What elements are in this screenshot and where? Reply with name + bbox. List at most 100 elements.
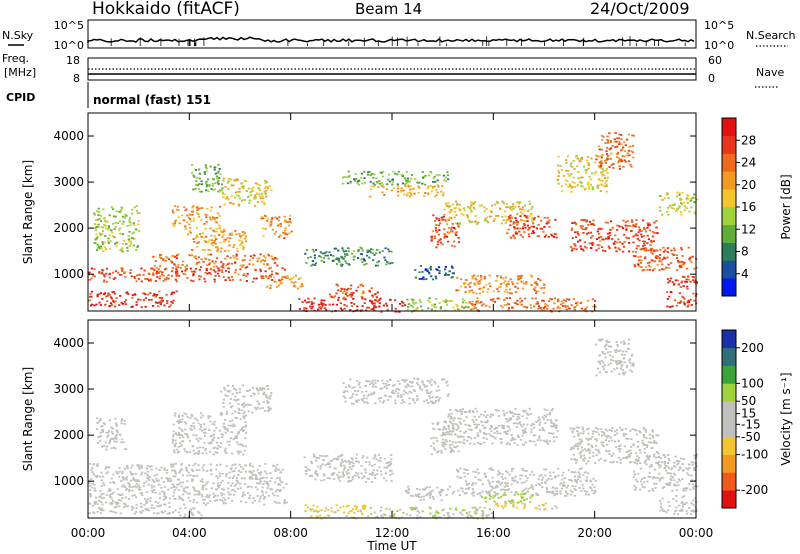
range-gate-cell bbox=[269, 488, 272, 490]
range-gate-cell bbox=[516, 434, 520, 437]
range-gate-cell bbox=[209, 500, 212, 502]
range-gate-cell bbox=[205, 235, 208, 238]
range-gate-cell bbox=[474, 215, 477, 217]
range-gate-cell bbox=[513, 227, 516, 230]
range-gate-cell bbox=[541, 427, 544, 430]
range-gate-cell bbox=[581, 484, 584, 486]
range-gate-cell bbox=[437, 266, 441, 269]
range-gate-cell bbox=[682, 285, 685, 287]
range-gate-cell bbox=[233, 398, 236, 401]
range-gate-cell bbox=[441, 438, 444, 441]
range-gate-cell bbox=[105, 272, 108, 275]
range-gate-cell bbox=[350, 467, 353, 470]
range-gate-cell bbox=[530, 284, 533, 287]
range-gate-cell bbox=[436, 184, 439, 187]
range-gate-cell bbox=[96, 236, 99, 238]
range-gate-cell bbox=[184, 266, 187, 268]
power-data-block bbox=[184, 228, 248, 253]
range-gate-cell bbox=[620, 149, 623, 152]
range-gate-cell bbox=[335, 457, 338, 460]
range-gate-cell bbox=[187, 217, 191, 219]
range-gate-cell bbox=[250, 194, 253, 197]
range-gate-cell bbox=[433, 401, 436, 404]
range-gate-cell bbox=[536, 284, 539, 286]
range-gate-cell bbox=[231, 392, 234, 395]
range-gate-cell bbox=[525, 281, 528, 283]
range-gate-cell bbox=[606, 172, 609, 174]
range-gate-cell bbox=[216, 177, 219, 180]
range-gate-cell bbox=[181, 415, 184, 417]
range-gate-cell bbox=[207, 249, 210, 251]
range-gate-cell bbox=[499, 432, 502, 435]
range-gate-cell bbox=[629, 461, 632, 464]
range-gate-cell bbox=[113, 482, 116, 485]
range-gate-cell bbox=[546, 479, 549, 481]
range-gate-cell bbox=[681, 280, 684, 283]
range-gate-cell bbox=[571, 237, 574, 239]
range-gate-cell bbox=[225, 413, 228, 415]
range-gate-cell bbox=[514, 493, 517, 495]
range-gate-cell bbox=[130, 505, 133, 508]
range-gate-cell bbox=[645, 455, 648, 458]
range-gate-cell bbox=[463, 411, 466, 413]
range-gate-cell bbox=[419, 385, 422, 388]
range-gate-cell bbox=[219, 205, 222, 208]
range-gate-cell bbox=[241, 495, 244, 498]
range-gate-cell bbox=[178, 274, 181, 277]
range-gate-cell bbox=[467, 482, 470, 485]
range-gate-cell bbox=[122, 484, 125, 486]
range-gate-cell bbox=[209, 249, 212, 251]
range-gate-cell bbox=[410, 310, 414, 313]
range-gate-cell bbox=[218, 215, 221, 217]
range-gate-cell bbox=[111, 231, 114, 234]
range-gate-cell bbox=[616, 137, 619, 140]
range-gate-cell bbox=[507, 280, 510, 283]
range-gate-cell bbox=[237, 273, 240, 276]
range-gate-cell bbox=[369, 383, 372, 385]
range-gate-cell bbox=[230, 184, 233, 187]
range-gate-cell bbox=[275, 467, 278, 469]
range-gate-cell bbox=[139, 489, 142, 491]
range-gate-cell bbox=[221, 231, 224, 233]
range-gate-cell bbox=[243, 273, 246, 275]
range-gate-cell bbox=[632, 223, 635, 226]
range-gate-cell bbox=[629, 452, 632, 454]
range-gate-cell bbox=[317, 308, 320, 311]
range-gate-cell bbox=[518, 230, 521, 233]
range-gate-cell bbox=[174, 220, 177, 223]
range-gate-cell bbox=[510, 418, 513, 421]
range-gate-cell bbox=[231, 385, 235, 387]
range-gate-cell bbox=[242, 406, 245, 408]
range-gate-cell bbox=[227, 244, 231, 247]
range-gate-cell bbox=[216, 217, 219, 219]
range-gate-cell bbox=[625, 437, 628, 440]
range-gate-cell bbox=[519, 201, 522, 203]
range-gate-cell bbox=[165, 293, 168, 296]
range-gate-cell bbox=[342, 395, 345, 398]
range-gate-cell bbox=[213, 423, 216, 426]
range-gate-cell bbox=[357, 383, 361, 386]
range-gate-cell bbox=[588, 175, 591, 178]
range-gate-cell bbox=[629, 163, 632, 166]
range-gate-cell bbox=[393, 392, 396, 394]
range-gate-cell bbox=[229, 484, 233, 487]
range-gate-cell bbox=[313, 257, 316, 259]
range-gate-cell bbox=[175, 432, 178, 435]
range-gate-cell bbox=[232, 425, 235, 428]
range-gate-cell bbox=[225, 475, 228, 477]
range-gate-cell bbox=[391, 384, 395, 387]
range-gate-cell bbox=[231, 279, 235, 281]
range-gate-cell bbox=[512, 208, 515, 210]
range-gate-cell bbox=[539, 227, 542, 230]
range-gate-cell bbox=[122, 239, 126, 242]
range-gate-cell bbox=[231, 477, 234, 479]
range-gate-cell bbox=[149, 292, 152, 294]
range-gate-cell bbox=[683, 205, 687, 208]
range-gate-cell bbox=[103, 292, 106, 295]
range-gate-cell bbox=[400, 402, 403, 405]
range-gate-cell bbox=[230, 406, 233, 409]
range-gate-cell bbox=[159, 275, 162, 278]
range-gate-cell bbox=[514, 475, 517, 478]
range-gate-cell bbox=[218, 484, 221, 487]
range-gate-cell bbox=[101, 230, 105, 233]
